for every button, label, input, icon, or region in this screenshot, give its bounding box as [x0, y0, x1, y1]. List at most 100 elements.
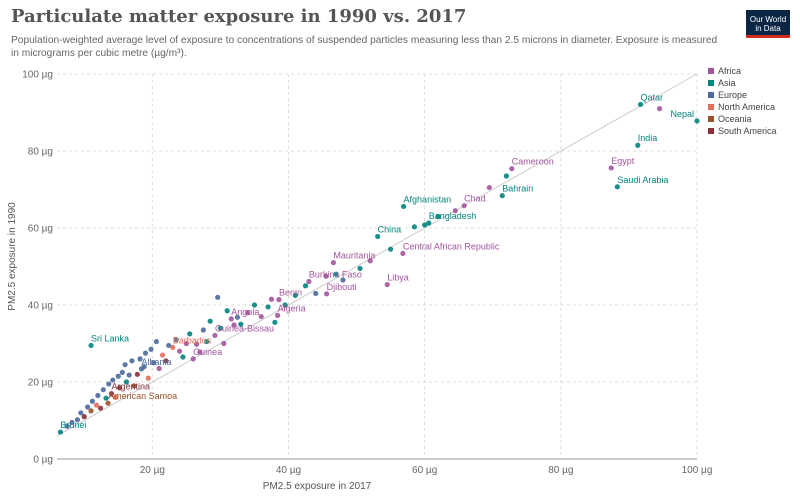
point-india: [635, 142, 641, 148]
data-point: [452, 208, 458, 214]
parity-line: [56, 73, 698, 437]
label-bahrain: Bahrain: [502, 184, 533, 194]
data-point: [129, 358, 135, 364]
owid-logo[interactable]: Our World in Data: [746, 10, 790, 38]
data-point: [187, 331, 193, 337]
label-chad: Chad: [464, 194, 486, 204]
point-guinea-bissau: [212, 332, 218, 339]
label-barbados: Barbados: [173, 335, 212, 345]
data-point: [112, 394, 119, 400]
x-tick-label: 80 µg: [548, 465, 573, 476]
point-bahrain: [499, 193, 505, 199]
point-brunei: [57, 429, 64, 435]
data-point: [215, 294, 221, 300]
label-central-african-republic: Central African Republic: [403, 241, 500, 251]
legend-label-south-america: South America: [718, 126, 777, 136]
data-point: [265, 304, 271, 310]
data-point: [217, 325, 224, 331]
data-point: [166, 342, 172, 349]
label-american-samoa: American Samoa: [108, 391, 177, 401]
point-china: [375, 233, 381, 240]
point-afghanistan: [400, 203, 407, 210]
data-point: [131, 383, 137, 389]
data-point: [115, 373, 121, 379]
data-point: [313, 290, 319, 297]
point-algeria: [274, 312, 281, 318]
x-tick-label: 40 µg: [276, 465, 301, 476]
data-point: [272, 319, 278, 325]
label-mauritania: Mauritania: [333, 251, 375, 261]
data-point: [137, 356, 143, 362]
data-point: [78, 410, 84, 416]
data-point: [123, 379, 130, 385]
point-central-african-republic: [400, 250, 406, 257]
data-point: [159, 352, 166, 358]
data-point: [69, 419, 75, 426]
y-tick-label: 20 µg: [28, 378, 53, 389]
label-india: India: [638, 133, 658, 143]
legend-swatch-oceania: [708, 116, 714, 122]
data-point: [145, 375, 151, 381]
legend-swatch-south-america: [708, 128, 714, 134]
data-point: [193, 341, 200, 347]
data-point: [238, 321, 244, 327]
y-tick-label: 80 µg: [28, 147, 53, 158]
data-point: [173, 337, 179, 343]
data-point: [340, 277, 346, 283]
data-point: [148, 346, 154, 352]
data-point: [176, 348, 183, 354]
data-point: [197, 349, 203, 355]
legend-swatch-africa: [708, 68, 714, 74]
legend-label-asia: Asia: [718, 78, 736, 88]
label-brunei: Brunei: [60, 420, 86, 430]
point-qatar: [637, 101, 644, 108]
label-sri-lanka: Sri Lanka: [91, 333, 129, 343]
x-tick-label: 100 µg: [682, 465, 713, 476]
data-point: [81, 414, 87, 420]
chart-title: Particulate matter exposure in 1990 vs. …: [11, 6, 467, 27]
data-point: [282, 302, 288, 308]
legend-swatch-europe: [708, 92, 714, 98]
data-point: [106, 381, 112, 387]
point-guinea: [190, 356, 196, 362]
label-algeria: Algeria: [278, 303, 306, 313]
data-point: [268, 296, 275, 302]
data-point: [183, 340, 189, 347]
logo-line-1: Our World: [749, 15, 787, 24]
point-egypt: [608, 165, 614, 171]
data-point: [367, 258, 373, 264]
data-point: [110, 377, 116, 383]
label-angola: Angola: [231, 307, 259, 317]
point-nepal: [694, 118, 700, 124]
data-point: [231, 322, 237, 328]
data-point: [180, 354, 186, 360]
point-barbados: [170, 344, 176, 350]
data-point: [134, 371, 140, 377]
data-point: [207, 318, 213, 324]
y-tick-label: 0 µg: [33, 455, 53, 466]
label-libya: Libya: [387, 273, 409, 283]
label-egypt: Egypt: [611, 156, 635, 166]
point-angola: [228, 316, 234, 322]
data-point: [302, 283, 309, 289]
data-point: [153, 338, 160, 345]
data-point: [117, 385, 123, 391]
label-nepal: Nepal: [670, 109, 694, 119]
data-point: [163, 358, 169, 364]
point-saudi-arabia: [614, 184, 620, 190]
data-point: [224, 308, 230, 314]
point-chad: [461, 203, 467, 209]
data-point: [486, 184, 492, 191]
label-djibouti: Djibouti: [327, 282, 357, 292]
point-djibouti: [324, 291, 330, 297]
data-point: [357, 265, 363, 272]
data-point: [251, 302, 258, 308]
data-point: [292, 292, 298, 298]
x-tick-label: 60 µg: [412, 465, 437, 476]
point-bangladesh: [426, 220, 432, 226]
data-point: [151, 360, 157, 366]
point-argentina: [108, 390, 115, 397]
point-libya: [384, 281, 390, 288]
label-china: China: [378, 224, 402, 234]
